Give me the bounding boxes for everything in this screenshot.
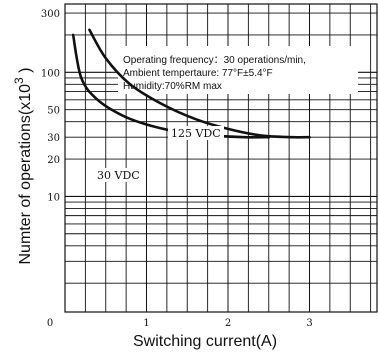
series-label-125vdc: 125 VDC — [171, 127, 221, 140]
y-tick-label: 20 — [47, 155, 60, 166]
series-label-bg-125vdc — [168, 126, 224, 140]
y-tick-label: 300 — [41, 9, 60, 20]
series-label-30vdc: 30 VDC — [97, 169, 140, 182]
y-axis-title-tail: ) — [17, 68, 34, 78]
y-tick-label: 100 — [41, 68, 60, 79]
x-axis-title: Switching current(A) — [133, 333, 277, 350]
series-line-30vdc — [71, 33, 271, 139]
plot-border — [64, 3, 378, 313]
x-tick-label: 2 — [225, 318, 231, 329]
y-axis-title-exponent: 3 — [12, 77, 26, 84]
annotation-line-3: Humidity:70%RM max — [123, 81, 222, 92]
series-line-125vdc — [88, 28, 311, 139]
x-tick-label: 1 — [143, 318, 149, 329]
series-layer — [71, 28, 311, 139]
y-axis-title-main: Numter of operations(x10 — [17, 84, 34, 265]
y-tick-label: 10 — [47, 192, 60, 203]
x-tick-label: 0 — [47, 318, 53, 329]
y-tick-label: 50 — [47, 106, 60, 117]
y-tick-labels: 300 100 50 30 20 10 — [41, 9, 60, 203]
annotation-line-2: Ambient tempertaure: 77°F±5.4°F — [123, 68, 273, 79]
horizontal-gridlines — [65, 12, 377, 284]
plot-frame — [64, 3, 378, 313]
x-tick-label: 3 — [306, 318, 312, 329]
y-tick-label: 30 — [47, 133, 60, 144]
y-axis-title: Numter of operations(x103 ) — [12, 68, 34, 265]
annotation-line-1: Operating frequency：30 operations/min, — [123, 55, 306, 66]
annotation-background — [118, 46, 358, 94]
series-label-bg-30vdc — [94, 168, 144, 182]
x-tick-labels: 0 1 2 3 — [47, 318, 313, 329]
